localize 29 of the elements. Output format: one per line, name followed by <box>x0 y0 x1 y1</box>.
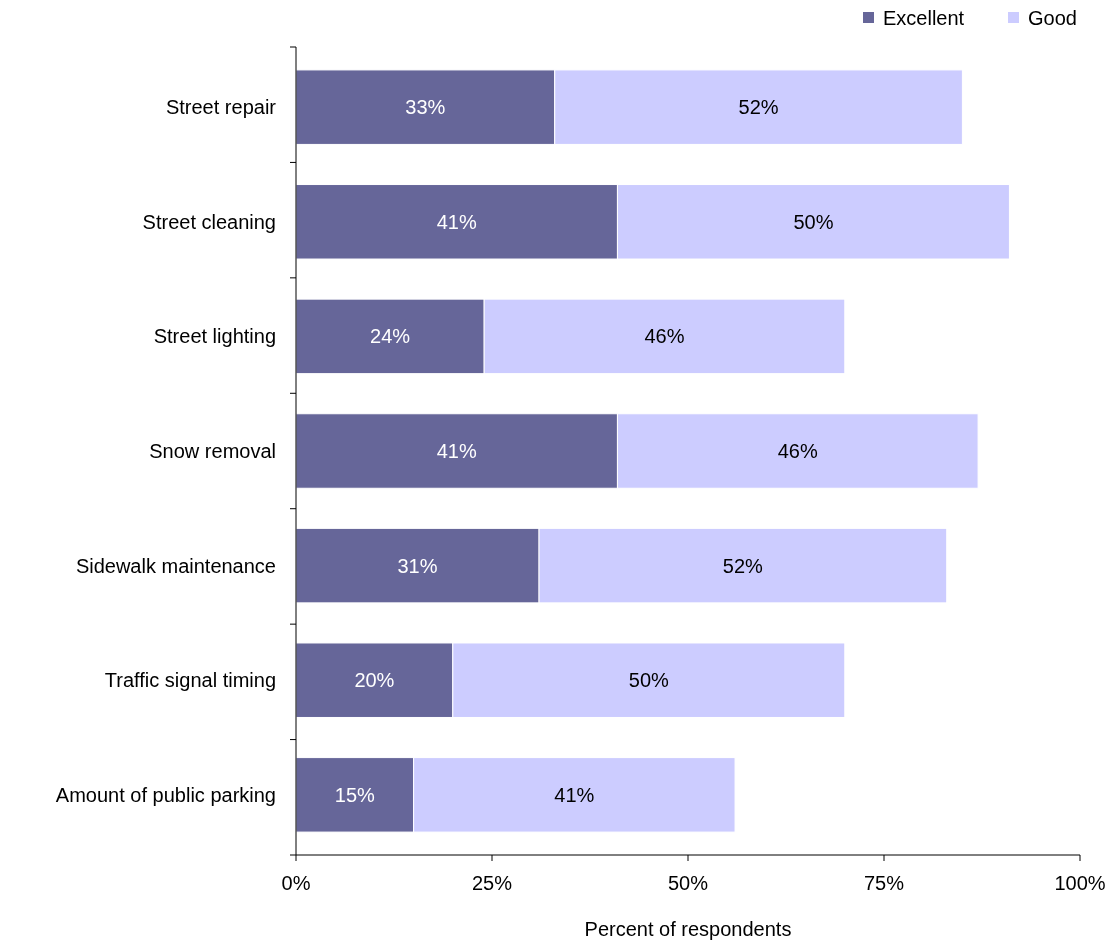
data-label: 52% <box>722 554 764 577</box>
data-label: 50% <box>793 210 834 233</box>
data-label: 50% <box>628 669 670 692</box>
data-label: 46% <box>777 440 818 462</box>
y-tick-label: Amount of public parking <box>55 783 276 806</box>
y-tick-label: Street lighting <box>153 325 276 348</box>
x-tick-label: 100% <box>1054 872 1106 894</box>
legend-label: Good <box>1028 7 1077 29</box>
data-label: 52% <box>738 96 779 119</box>
data-label: 20% <box>354 669 395 692</box>
x-tick-label: 0% <box>281 872 311 894</box>
y-tick-label: Street cleaning <box>142 210 276 233</box>
y-tick-label: Traffic signal timing <box>104 669 276 692</box>
y-tick-label: Snow removal <box>149 440 276 462</box>
x-tick-label: 75% <box>863 872 905 894</box>
y-tick-label: Sidewalk maintenance <box>75 554 276 577</box>
x-tick-label: 25% <box>471 872 513 894</box>
data-label: 41% <box>554 783 595 806</box>
x-axis-title: Percent of respondents <box>584 918 792 940</box>
data-label: 24% <box>370 325 411 348</box>
data-label: 46% <box>644 325 685 348</box>
y-tick-label: Street repair <box>165 96 277 119</box>
data-label: 41% <box>436 210 477 233</box>
legend-label: Excellent <box>883 7 965 29</box>
data-label: 31% <box>397 554 438 577</box>
data-label: 15% <box>334 783 376 806</box>
x-tick-label: 50% <box>667 872 709 894</box>
data-label: 41% <box>436 440 477 462</box>
data-label: 33% <box>405 96 446 119</box>
